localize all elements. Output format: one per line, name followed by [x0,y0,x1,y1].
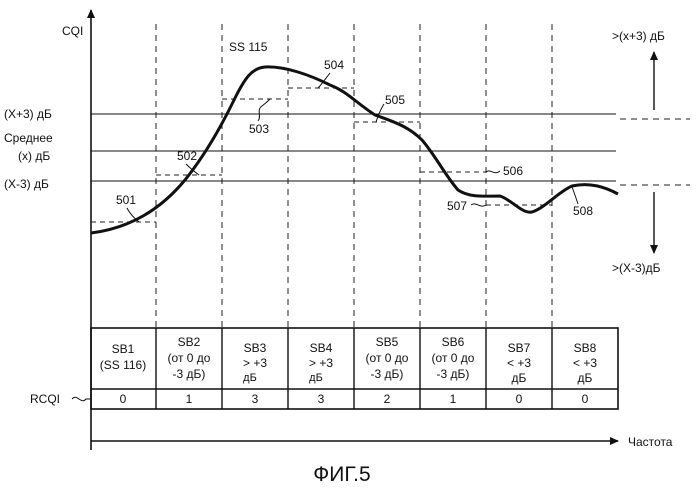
callout-507: 507 [447,199,467,213]
callout-503-leader [258,99,270,121]
side-top-label: >(x+3) дБ [612,29,665,43]
sb5-label-line3: -3 дБ) [371,367,404,381]
mean-level-label-line1: Среднее [4,131,53,145]
callout-508: 508 [573,204,593,218]
sb6-label-line2: (от 0 до [432,351,475,365]
callout-505: 505 [385,93,405,107]
sb2-rcqi: 1 [186,392,193,406]
sb4-label-line3: дБ [309,372,323,384]
sb5-label-line2: (от 0 до [366,351,409,365]
sb6-label-line3: -3 дБ) [437,367,470,381]
sb4-label-line2: > +3 [309,356,333,370]
subband-dividers [156,24,552,328]
rcqi-row-label: RCQI [30,392,60,406]
sb7-rcqi: 0 [516,392,523,406]
sb8-label-line1: SB8 [574,341,597,355]
callout-503: 503 [249,122,269,136]
callout-507-leader [471,204,486,206]
plus3-level-label: (X+3) дБ [4,107,52,121]
mean-level-label-line2: (x) дБ [18,149,50,163]
rcqi-leader [72,397,91,400]
sb3-label-line2: > +3 [243,356,267,370]
sb7-label-line3: дБ [512,371,527,385]
callout-506-leader [486,171,500,173]
sb1-rcqi: 0 [120,392,127,406]
y-axis-label: CQI [62,24,83,38]
subband-averages [91,88,552,222]
sb3-label-line3: дБ [243,372,257,384]
side-bottom-label: >(X-3)дБ [612,261,661,275]
sb4-rcqi: 3 [318,392,325,406]
sb8-label-line3: дБ [578,371,593,385]
minus3-level-label: (X-3) дБ [4,177,49,191]
sb3-rcqi: 3 [252,392,259,406]
sb8-label-line2: < +3 [573,356,597,370]
subband-table: SB1 (SS 116) 0 SB2 (от 0 до -3 дБ) 1 SB3… [91,328,618,409]
sb4-label-line1: SB4 [310,341,333,355]
callout-506: 506 [503,164,523,178]
callout-501: 501 [116,193,136,207]
figure-caption: ФИГ.5 [313,463,370,486]
sb1-label-line1: SB1 [112,342,135,356]
callout-504: 504 [324,58,344,72]
sb7-label-line1: SB7 [508,341,531,355]
sb2-label-line3: -3 дБ) [173,367,206,381]
callout-508-leader [572,187,578,204]
sb2-label-line1: SB2 [178,335,201,349]
sb8-rcqi: 0 [582,392,589,406]
sb6-rcqi: 1 [450,392,457,406]
sb7-label-line2: < +3 [507,356,531,370]
sb3-label-line1: SB3 [244,341,267,355]
sb5-rcqi: 2 [384,392,391,406]
callout-ss115: SS 115 [229,40,268,54]
x-axis-label: Частота [628,435,673,449]
sb2-label-line2: (от 0 до [168,351,211,365]
sb1-label-line2: (SS 116) [100,358,146,372]
sb5-label-line1: SB5 [376,335,399,349]
callout-502: 502 [177,149,197,163]
sb6-label-line1: SB6 [442,335,465,349]
